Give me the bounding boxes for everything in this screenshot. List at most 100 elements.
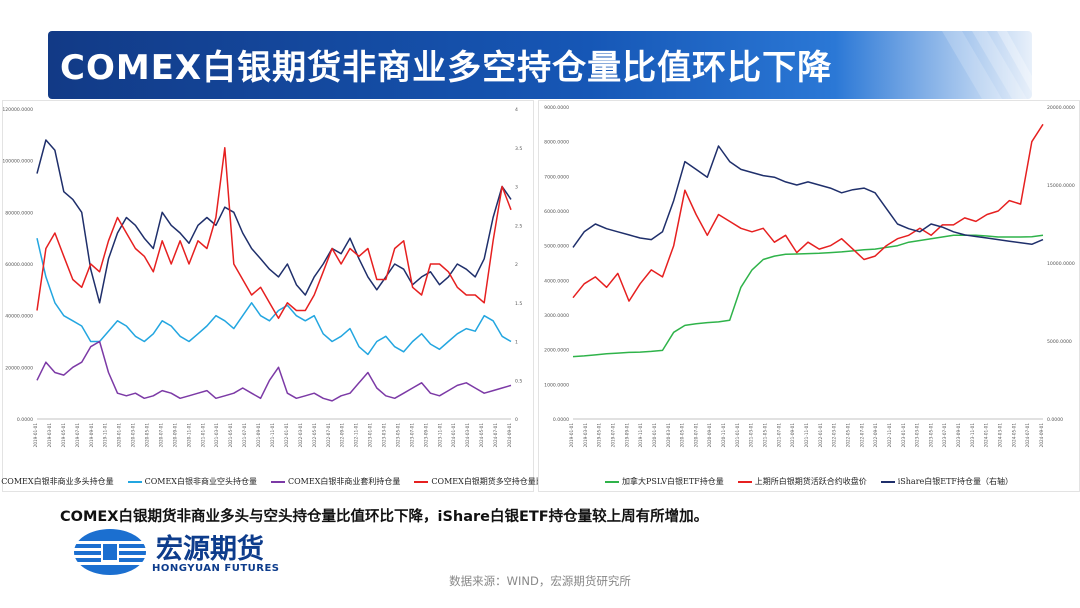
x-tick-label: 2019-01-01 — [569, 423, 574, 448]
x-tick-label: 2022-11-01 — [354, 423, 359, 448]
y-right-tick-label: 2 — [515, 262, 518, 268]
data-source: 数据来源：WIND，宏源期货研究所 — [449, 574, 631, 588]
x-tick-label: 2019-09-01 — [624, 423, 629, 448]
legend-item: COMEX白银期货多空持仓量比例 — [414, 476, 552, 487]
y-right-tick-label: 4 — [515, 107, 518, 113]
x-tick-label: 2024-09-01 — [1039, 423, 1044, 448]
x-tick-label: 2020-07-01 — [693, 423, 698, 448]
y-left-tick-label: 6000.0000 — [544, 209, 569, 215]
y-right-tick-label: 1.5 — [515, 301, 522, 307]
x-tick-label: 2022-09-01 — [340, 423, 345, 448]
company-logo: 宏源期货 HONGYUAN FUTURES — [72, 527, 312, 577]
x-tick-label: 2023-01-01 — [368, 423, 373, 448]
x-tick-label: 2022-07-01 — [326, 423, 331, 448]
x-tick-label: 2022-03-01 — [832, 423, 837, 448]
x-tick-label: 2023-05-01 — [928, 423, 933, 448]
x-tick-label: 2023-01-01 — [901, 423, 906, 448]
x-tick-label: 2019-07-01 — [75, 423, 80, 448]
logo-icon — [74, 529, 146, 575]
legend-item: iShare白银ETF持仓量（右轴） — [880, 476, 1013, 487]
summary-text: COMEX白银期货非商业多头与空头持仓量比值环比下降，iShare白银ETF持仓… — [60, 509, 709, 525]
x-tick-label: 2020-11-01 — [721, 423, 726, 448]
legend-label: 上期所白银期货活跃合约收盘价 — [754, 477, 867, 486]
title-decoration — [942, 31, 1032, 99]
x-tick-label: 2020-03-01 — [131, 423, 136, 448]
x-tick-label: 2021-07-01 — [242, 423, 247, 448]
chart-cot-positions-legend: COMEX白银非商业多头持仓量 COMEX白银非商业空头持仓量 COMEX白银非商业… — [0, 476, 552, 487]
legend-swatch — [414, 480, 429, 483]
y-left-tick-label: 3000.0000 — [544, 313, 569, 319]
x-tick-label: 2022-03-01 — [298, 423, 303, 448]
x-tick-label: 2021-09-01 — [790, 423, 795, 448]
x-tick-label: 2023-07-01 — [409, 423, 414, 448]
series-line-3 — [572, 145, 1044, 248]
x-tick-label: 2021-11-01 — [270, 423, 275, 448]
x-tick-label: 2021-07-01 — [776, 423, 781, 448]
x-tick-label: 2024-03-01 — [998, 423, 1003, 448]
series-line-1 — [36, 139, 512, 304]
logo-name-en: HONGYUAN FUTURES — [152, 563, 280, 574]
x-tick-label: 2021-01-01 — [735, 423, 740, 448]
x-tick-label: 2023-11-01 — [437, 423, 442, 448]
series-line-2 — [36, 238, 512, 356]
x-tick-label: 2023-07-01 — [942, 423, 947, 448]
legend-swatch — [127, 480, 142, 483]
x-tick-label: 2019-11-01 — [103, 423, 108, 448]
x-tick-label: 2024-09-01 — [507, 423, 512, 448]
x-tick-label: 2022-01-01 — [284, 423, 289, 448]
y-left-tick-label: 100000.0000 — [3, 159, 33, 165]
x-tick-label: 2020-01-01 — [117, 423, 122, 448]
x-tick-label: 2020-09-01 — [172, 423, 177, 448]
y-left-tick-label: 7000.0000 — [544, 174, 569, 180]
chart-etf-holdings: 0.0000 1000.0000 2000.0000 3000.0000 4000.00… — [538, 100, 1080, 492]
y-right-tick-label: 3.5 — [515, 146, 522, 152]
legend-label: COMEX白银非商业套利持仓量 — [288, 477, 401, 486]
y-right-tick-label: 20000.0000 — [1047, 105, 1075, 111]
y-right-tick-label: 2.5 — [515, 223, 522, 229]
legend-item: COMEX白银非商业多头持仓量 — [0, 476, 114, 487]
x-tick-label: 2024-05-01 — [479, 423, 484, 448]
y-right-tick-label: 0.0000 — [1047, 417, 1063, 423]
x-tick-label: 2023-09-01 — [956, 423, 961, 448]
legend-label: 加拿大PSLV白银ETF持仓量 — [622, 477, 724, 486]
chart-cot-positions: 0.0000 20000.0000 40000.0000 60000.0000 8000… — [0, 100, 552, 492]
y-right-tick-label: 1 — [515, 340, 518, 346]
y-right-tick-label: 0 — [515, 417, 518, 423]
x-tick-label: 2020-09-01 — [707, 423, 712, 448]
x-tick-label: 2024-01-01 — [984, 423, 989, 448]
x-tick-label: 2024-05-01 — [1011, 423, 1016, 448]
x-tick-label: 2024-07-01 — [1025, 423, 1030, 448]
x-tick-label: 2019-11-01 — [638, 423, 643, 448]
x-tick-label: 2020-05-01 — [145, 423, 150, 448]
logo-name: 宏源期货 — [156, 534, 264, 565]
y-right-tick-label: 3 — [515, 185, 518, 191]
x-tick-label: 2022-11-01 — [887, 423, 892, 448]
title-banner: COMEX白银期货非商业多空持仓量比值环比下降 — [48, 31, 1032, 99]
legend-swatch — [605, 480, 619, 483]
legend-label: COMEX白银非商业空头持仓量 — [144, 477, 257, 486]
legend-item: COMEX白银非商业套利持仓量 — [271, 476, 400, 487]
x-tick-label: 2022-01-01 — [818, 423, 823, 448]
x-tick-label: 2023-03-01 — [382, 423, 387, 448]
series-line-4 — [36, 147, 512, 320]
chart-cot-positions-plot: 0.0000 20000.0000 40000.0000 60000.0000 8000… — [3, 107, 522, 448]
chart-etf-holdings-legend: 加拿大PSLV白银ETF持仓量 上期所白银期货活跃合约收盘价 iShare白银ETF… — [539, 476, 1079, 487]
legend-swatch — [271, 480, 285, 483]
y-left-tick-label: 120000.0000 — [3, 107, 33, 113]
x-tick-label: 2022-07-01 — [859, 423, 864, 448]
y-right-tick-label: 10000.0000 — [1047, 261, 1075, 267]
x-tick-label: 2023-11-01 — [970, 423, 975, 448]
legend-item: COMEX白银非商业空头持仓量 — [127, 476, 257, 487]
y-left-tick-label: 1000.0000 — [544, 382, 569, 388]
x-tick-label: 2019-09-01 — [89, 423, 94, 448]
x-tick-label: 2019-07-01 — [610, 423, 615, 448]
legend-item: 上期所白银期货活跃合约收盘价 — [737, 476, 867, 487]
legend-label: COMEX白银非商业多头持仓量 — [1, 477, 114, 486]
x-tick-label: 2020-11-01 — [186, 423, 191, 448]
legend-item: 加拿大PSLV白银ETF持仓量 — [605, 476, 724, 487]
x-tick-label: 2021-09-01 — [256, 423, 261, 448]
chart-etf-holdings-plot: 0.0000 1000.0000 2000.0000 3000.0000 4000.00… — [544, 105, 1075, 448]
x-tick-label: 2024-03-01 — [465, 423, 470, 448]
x-tick-label: 2024-01-01 — [451, 423, 456, 448]
y-left-tick-label: 2000.0000 — [544, 348, 569, 354]
